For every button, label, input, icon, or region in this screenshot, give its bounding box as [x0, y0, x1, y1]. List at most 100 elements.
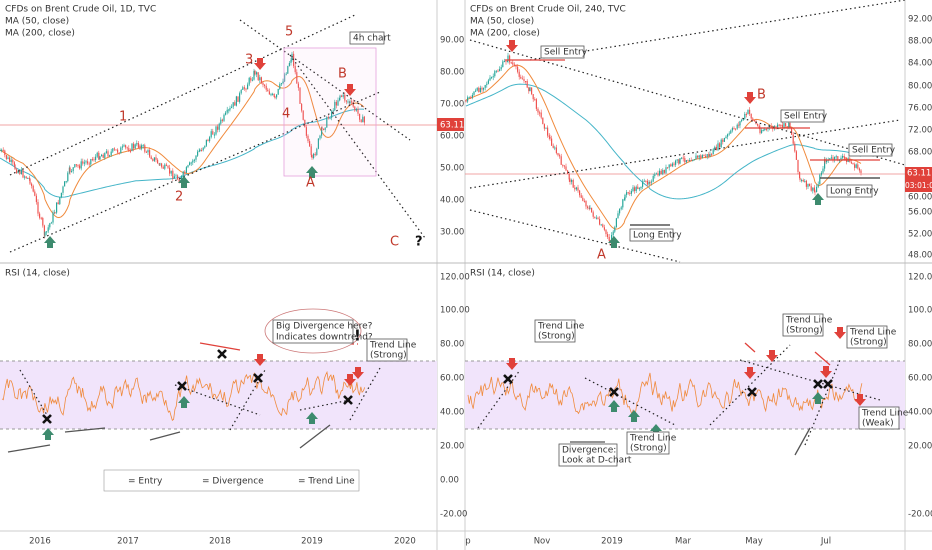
candle — [705, 155, 707, 157]
candle — [857, 164, 859, 169]
candle — [234, 102, 236, 106]
trend-line — [529, 0, 906, 61]
entry-x — [253, 373, 263, 383]
entry-x — [177, 381, 187, 391]
candle — [651, 181, 653, 183]
candle — [243, 87, 245, 89]
candle — [685, 160, 687, 163]
candle — [629, 192, 631, 194]
candle — [698, 155, 700, 158]
panel-title: RSI (14, close) — [470, 269, 535, 279]
candle — [342, 94, 344, 97]
candle — [302, 110, 304, 120]
entry-x — [813, 379, 823, 389]
candle — [316, 148, 318, 155]
candle — [25, 176, 27, 179]
entry-x — [503, 374, 513, 384]
candle — [557, 153, 559, 156]
candle — [248, 77, 250, 85]
candle — [49, 223, 51, 228]
candle — [199, 149, 201, 151]
candle — [785, 123, 787, 127]
candle — [335, 101, 337, 106]
time-label: 2020 — [394, 537, 416, 547]
trend-line — [709, 344, 791, 426]
candle — [832, 157, 834, 161]
candle — [824, 159, 826, 169]
candle — [83, 162, 85, 164]
candle — [60, 192, 62, 198]
candle — [577, 187, 579, 191]
candle — [727, 134, 729, 137]
candle — [31, 183, 33, 186]
axis-label: -20.00 — [908, 510, 932, 520]
candle — [819, 174, 821, 185]
countdown-text: 03:01:03 — [905, 181, 932, 190]
candle — [565, 166, 567, 171]
candle — [711, 154, 713, 156]
candle — [805, 180, 807, 187]
candle — [139, 145, 141, 149]
sell-arrow — [744, 367, 756, 379]
candle — [110, 151, 112, 156]
callout-text: Big Divergence here? — [276, 322, 373, 332]
rsi-line — [467, 372, 863, 416]
candle — [693, 159, 695, 161]
candle — [471, 94, 473, 98]
buy-arrow — [608, 400, 620, 412]
candle — [799, 171, 801, 179]
candle — [822, 168, 824, 173]
candle — [221, 119, 223, 121]
time-label: May — [745, 537, 763, 547]
note-text: Divergence: — [562, 446, 616, 456]
candle — [90, 159, 92, 165]
candle — [600, 224, 602, 226]
candle — [802, 179, 804, 182]
candle — [775, 126, 777, 128]
candle — [548, 135, 550, 138]
candle — [19, 170, 21, 175]
candle — [293, 53, 295, 67]
candle — [786, 126, 788, 128]
axis-label: 40.00 — [440, 196, 464, 206]
panel-title: CFDs on Brent Crude Oil, 1D, TVC — [5, 5, 156, 15]
candle — [150, 156, 152, 160]
note-text: Look at D-chart — [562, 456, 632, 466]
candle — [535, 99, 537, 109]
candle — [491, 77, 493, 79]
buy-arrow — [628, 410, 640, 422]
candle — [349, 101, 351, 104]
candle — [1, 149, 3, 151]
candle — [190, 162, 192, 164]
time-label: p — [465, 537, 470, 547]
candle — [14, 164, 16, 170]
zone — [283, 47, 377, 177]
candle — [274, 96, 276, 98]
candle — [715, 146, 717, 151]
trend-line — [174, 384, 261, 416]
candle — [164, 164, 166, 169]
sell-arrow — [352, 367, 364, 379]
candle — [235, 96, 237, 106]
candle — [781, 124, 783, 128]
candle — [568, 173, 570, 180]
candle — [311, 154, 313, 159]
candle — [722, 139, 724, 142]
candle — [762, 130, 764, 132]
candle — [34, 191, 36, 196]
candle — [759, 128, 761, 133]
label-box — [540, 45, 585, 59]
exclaim: ! — [354, 327, 361, 345]
sell-arrow — [506, 358, 518, 370]
candle — [207, 139, 209, 142]
time-label: 2018 — [209, 537, 231, 547]
candle — [319, 135, 321, 139]
divergence — [299, 424, 331, 449]
candle — [769, 126, 771, 128]
candle — [701, 155, 703, 158]
legend — [103, 469, 360, 492]
candle — [730, 130, 732, 134]
price-badge — [905, 167, 932, 180]
candle — [517, 66, 519, 72]
candle — [223, 114, 225, 121]
